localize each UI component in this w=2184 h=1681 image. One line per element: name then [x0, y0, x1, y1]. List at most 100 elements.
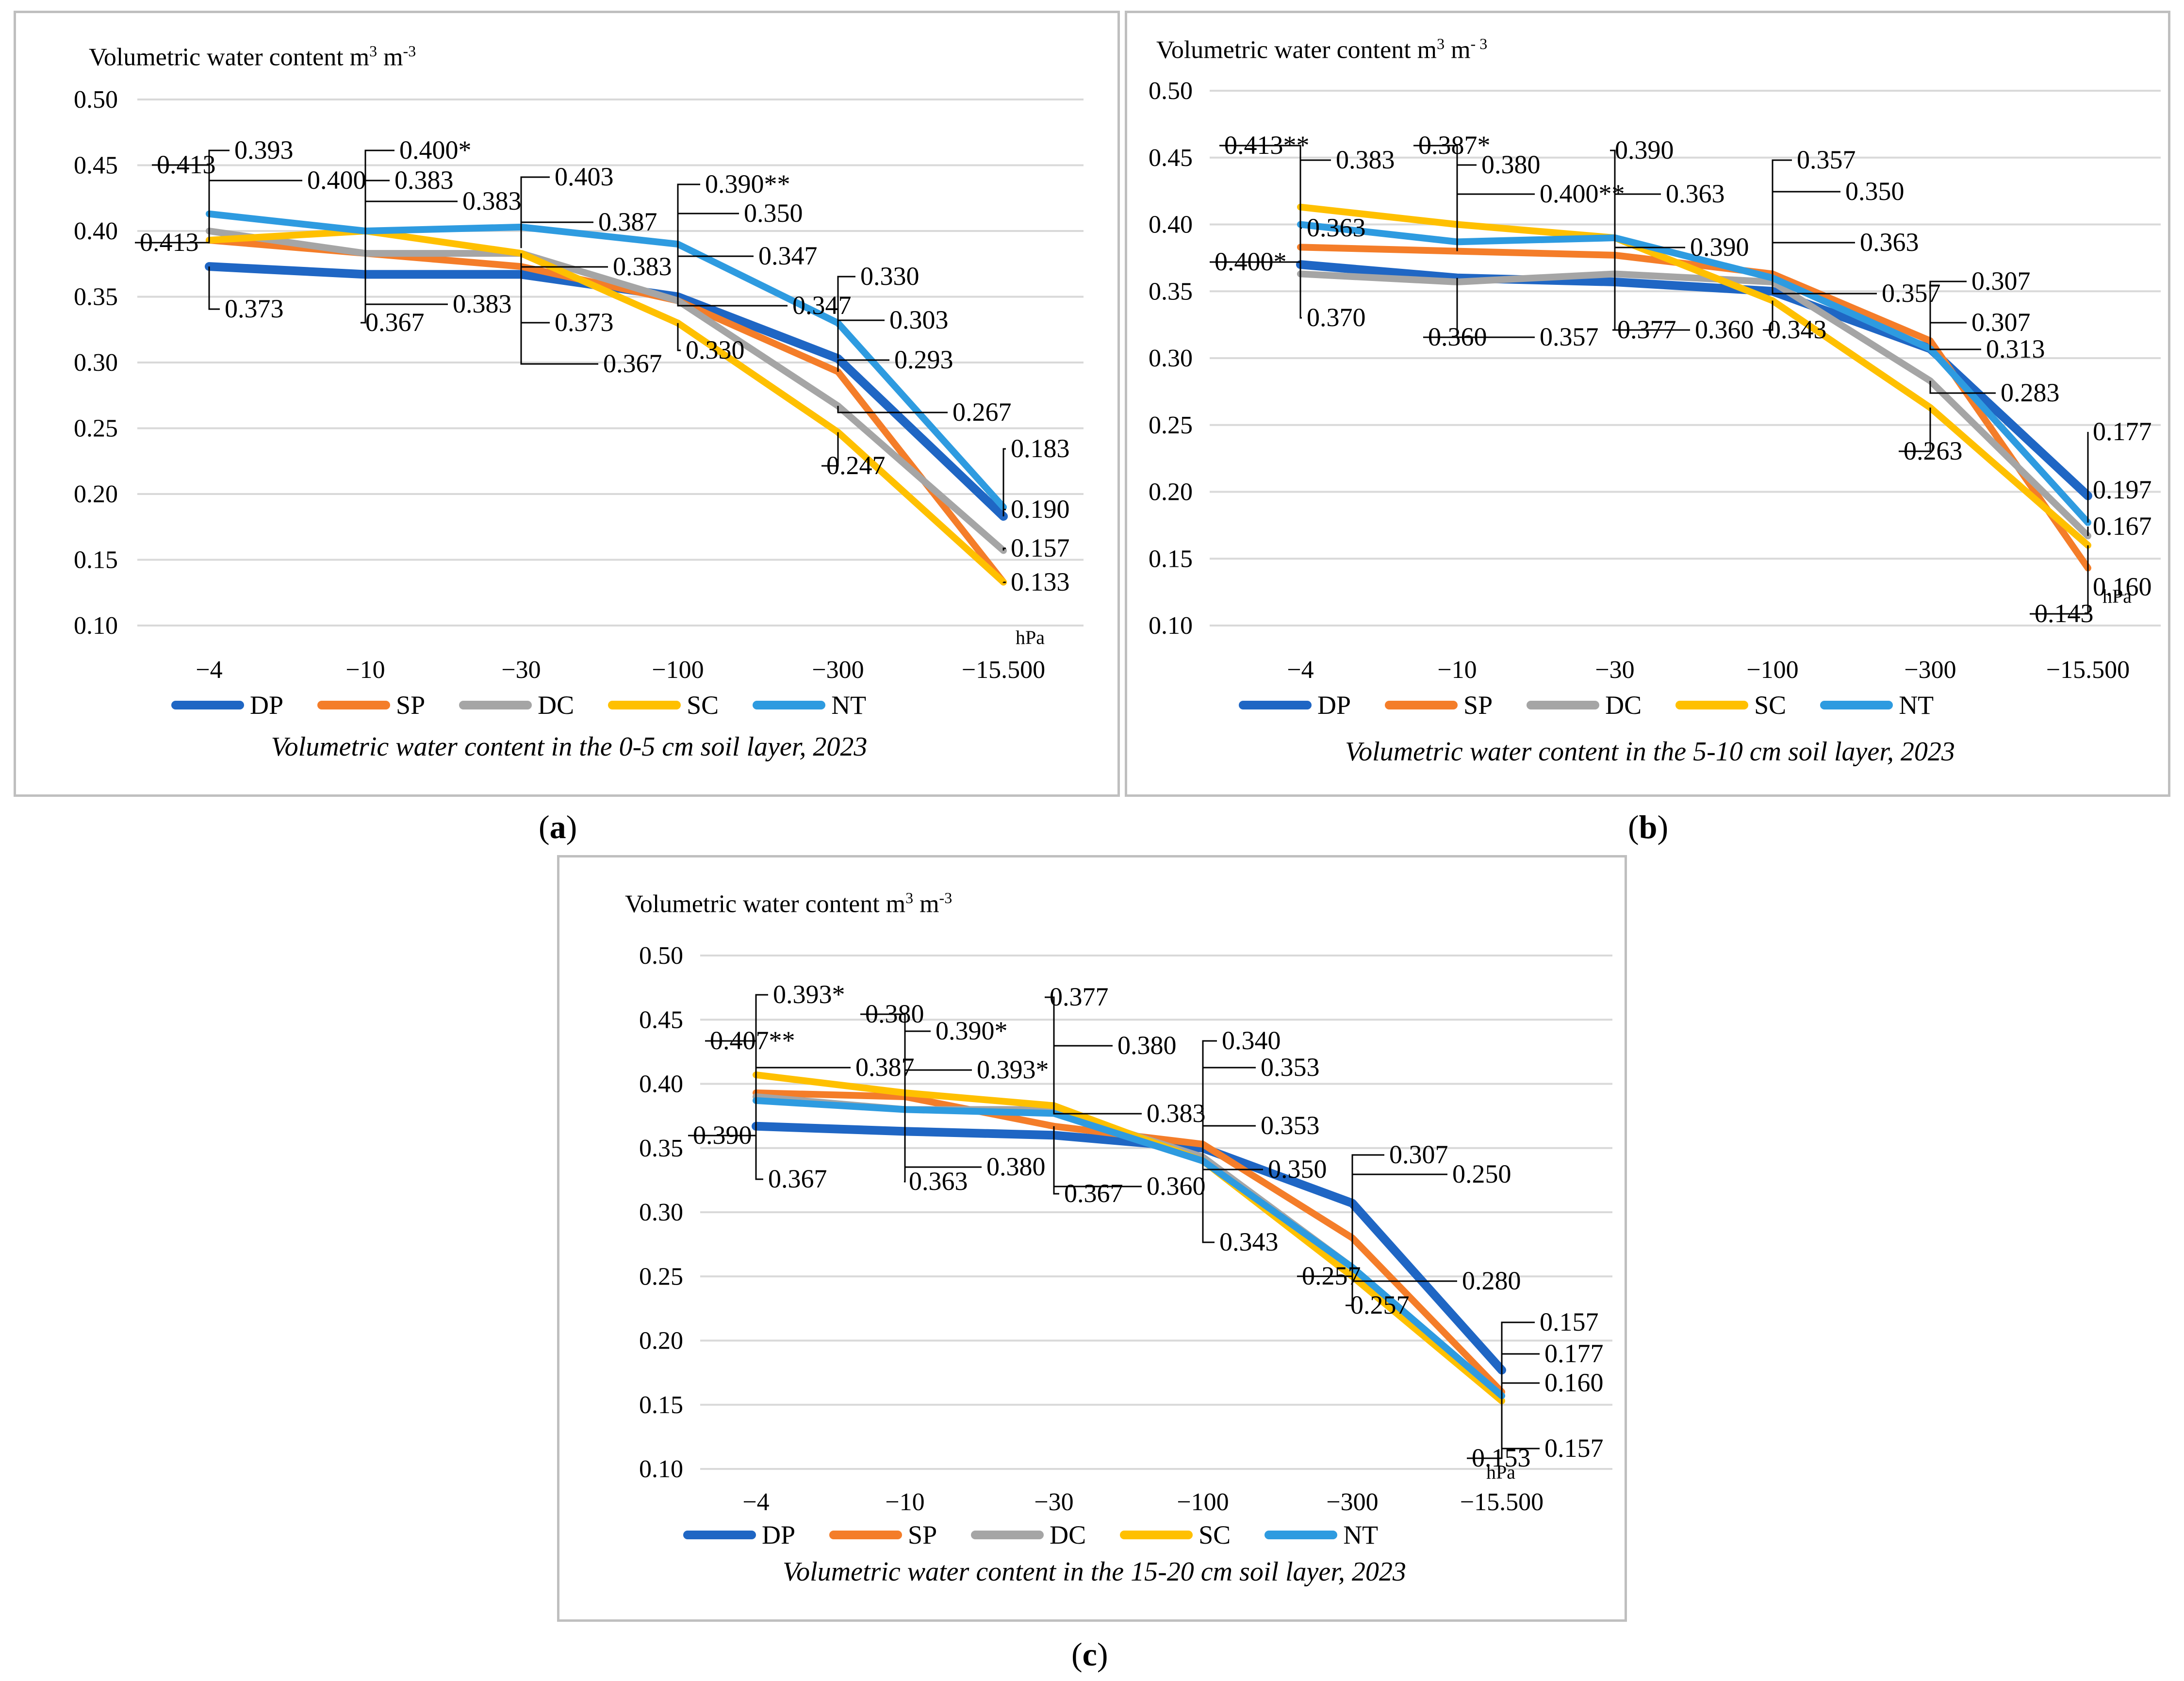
- annotation-leader: [677, 300, 788, 307]
- legend-label: SC: [1754, 691, 1787, 720]
- x-tick-label: −30: [1034, 1488, 1073, 1516]
- chart-caption: Volumetric water content in the 0-5 cm s…: [271, 732, 868, 762]
- legend-swatch: [1264, 1531, 1338, 1539]
- data-label: 0.283: [2001, 378, 2060, 407]
- annotation-leader: [837, 406, 948, 413]
- annotation-leader: [904, 1069, 972, 1093]
- series-line-sc: [206, 228, 1007, 586]
- chart-title: Volumetric water content m3 m- 3: [1156, 35, 1488, 64]
- data-label: 0.350: [1845, 177, 1905, 206]
- x-tick-label: −4: [742, 1488, 769, 1516]
- legend-swatch: [971, 1531, 1044, 1539]
- data-label: 0.400*: [399, 135, 472, 165]
- legend-label: DC: [538, 691, 575, 720]
- x-tick-label: −15.500: [2046, 656, 2130, 684]
- data-label: 0.257: [1302, 1261, 1361, 1290]
- data-label: 0.307: [1971, 266, 2031, 296]
- data-label: 0.367: [603, 349, 662, 378]
- data-label: 0.367: [365, 308, 425, 337]
- legend-swatch: [1120, 1531, 1193, 1539]
- legend-item-dc: DC: [971, 1520, 1086, 1550]
- data-label: 0.280: [1462, 1266, 1521, 1295]
- y-tick-label: 0.15: [1149, 545, 1193, 573]
- data-label: 0.393*: [773, 980, 845, 1009]
- annotation-leader: [208, 180, 302, 231]
- annotation-leader: [1501, 1321, 1535, 1396]
- y-tick-label: 0.40: [1149, 211, 1193, 239]
- y-tick-label: 0.35: [639, 1135, 683, 1162]
- y-tick-label: 0.10: [639, 1455, 683, 1483]
- data-label: 0.303: [889, 305, 949, 334]
- annotation-leader: [1053, 1045, 1113, 1110]
- chart-panel-c: Volumetric water content m3 m-3 0.10 0.15…: [557, 855, 1627, 1622]
- x-tick-label: −100: [1746, 656, 1798, 684]
- annotation-leader: [677, 213, 739, 297]
- annotation-leader: [364, 200, 458, 254]
- chart-panel-b: Volumetric water content m3 m- 3 0.10 0.1…: [1125, 11, 2170, 797]
- data-label: 0.183: [1011, 434, 1070, 463]
- x-unit-label: hPa: [2102, 585, 2132, 607]
- data-label: 0.380: [865, 999, 924, 1028]
- data-label: 0.380: [986, 1152, 1046, 1181]
- y-tick-label: 0.45: [74, 152, 118, 180]
- legend-item-sc: SC: [1120, 1520, 1231, 1550]
- panel-label-a: (a): [539, 808, 577, 845]
- data-label: 0.390**: [705, 169, 790, 198]
- y-tick-label: 0.45: [1149, 144, 1193, 172]
- chart-caption: Volumetric water content in the 15-20 cm…: [783, 1557, 1406, 1587]
- y-tick-label: 0.40: [74, 217, 118, 245]
- legend-item-dc: DC: [1527, 690, 1642, 720]
- legend-label: SP: [908, 1520, 937, 1549]
- data-label: 0.167: [2093, 511, 2152, 541]
- legend-swatch: [753, 701, 826, 709]
- panel-label-c: (c): [1071, 1636, 1108, 1673]
- data-label: 0.413**: [1224, 131, 1310, 160]
- data-label: 0.343: [1219, 1227, 1279, 1256]
- data-label: 0.367: [1064, 1179, 1123, 1208]
- legend-swatch: [1385, 701, 1458, 709]
- x-tick-label: −30: [1595, 656, 1634, 684]
- annotation-leader: [1299, 227, 1302, 274]
- legend-label: SC: [687, 691, 719, 720]
- data-label: 0.190: [1011, 494, 1070, 524]
- series-line-sc: [1297, 203, 2091, 549]
- data-label: 0.373: [555, 308, 614, 337]
- legend-label: SP: [1463, 691, 1493, 720]
- data-label: 0.330: [686, 335, 745, 364]
- annotation-leader: [1002, 507, 1006, 511]
- annotation-leader: [1501, 1353, 1540, 1370]
- legend-item-nt: NT: [753, 690, 866, 720]
- data-label: 0.387: [598, 207, 657, 236]
- annotation-leader: [837, 319, 885, 359]
- data-label: 0.347: [758, 241, 818, 270]
- x-tick-label: −100: [1177, 1488, 1229, 1516]
- annotation-leader: [1202, 1125, 1256, 1144]
- annotation-leader: [1202, 1157, 1215, 1243]
- legend-item-sp: SP: [829, 1520, 937, 1550]
- series-line-nt: [1297, 221, 2091, 526]
- legend-label: DC: [1605, 691, 1642, 720]
- legend-item-sp: SP: [1385, 690, 1493, 720]
- annotation-leader: [1299, 264, 1302, 319]
- y-tick-label: 0.35: [74, 283, 118, 311]
- y-tick-label: 0.15: [74, 546, 118, 574]
- y-tick-label: 0.50: [639, 942, 683, 970]
- annotation-leader: [677, 183, 700, 245]
- chart-title: Volumetric water content m3 m-3: [625, 889, 952, 918]
- y-tick-label: 0.10: [1149, 612, 1193, 640]
- annotation-leader: [705, 1040, 757, 1075]
- series-line-dc: [1297, 270, 2091, 540]
- x-tick-label: −10: [345, 656, 385, 684]
- x-tick-label: −300: [1326, 1488, 1378, 1516]
- y-tick-label: 0.20: [639, 1327, 683, 1355]
- data-label: 0.360: [1695, 315, 1754, 344]
- annotation-leader: [1772, 281, 1877, 295]
- annotation-leader: [1456, 193, 1535, 225]
- data-label: 0.393*: [977, 1055, 1049, 1084]
- y-tick-label: 0.50: [1149, 77, 1193, 105]
- y-tick-label: 0.50: [74, 86, 118, 114]
- annotation-leader: [1351, 1237, 1457, 1282]
- data-label: 0.143: [2035, 599, 2094, 628]
- panel-label-b: (b): [1628, 808, 1669, 845]
- y-tick-label: 0.30: [74, 349, 118, 377]
